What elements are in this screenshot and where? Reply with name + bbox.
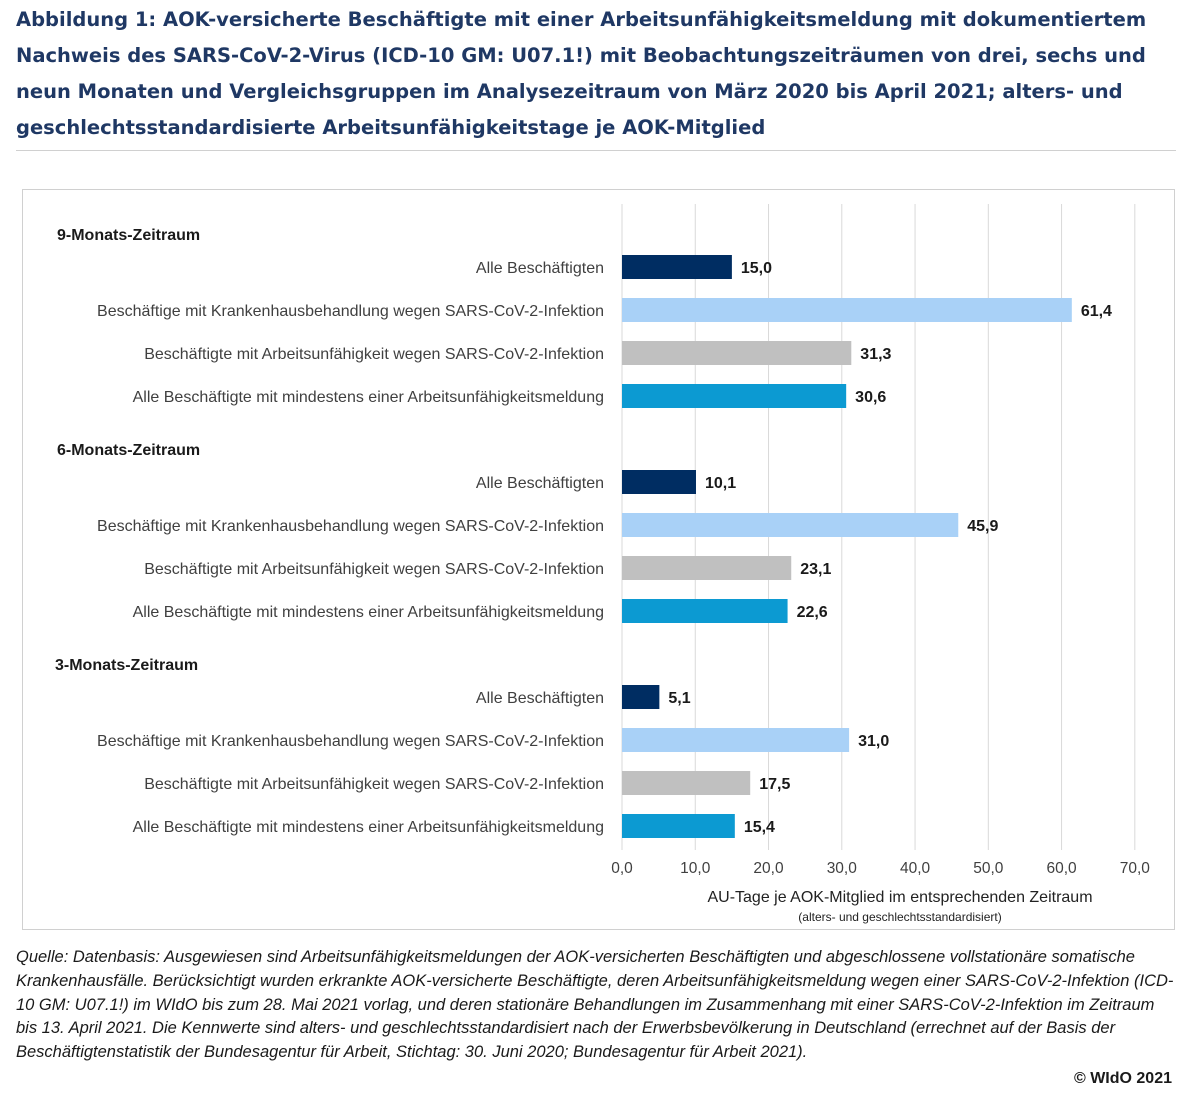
category-label: Alle Beschäftigten xyxy=(476,690,604,707)
x-tick-label: 50,0 xyxy=(973,860,1004,877)
x-axis-subtitle: (alters- und geschlechtsstandardisiert) xyxy=(798,910,1001,924)
x-tick-label: 40,0 xyxy=(900,860,931,877)
x-tick-label: 0,0 xyxy=(611,860,633,877)
bar xyxy=(622,341,852,365)
data-label: 22,6 xyxy=(797,604,828,621)
category-label: Beschäftigte mit Arbeitsunfähigkeit wege… xyxy=(144,346,604,363)
x-tick-label: 10,0 xyxy=(680,860,711,877)
bar xyxy=(622,556,792,580)
x-axis-title: AU-Tage je AOK-Mitglied im entsprechende… xyxy=(707,889,1092,906)
data-label: 15,4 xyxy=(744,819,775,836)
data-label: 23,1 xyxy=(800,561,831,578)
chart-frame: 0,0 10,0 20,0 30,0 40,0 50,0 60,0 70,0 AU-Tage j… xyxy=(22,189,1175,930)
x-tick-label: 20,0 xyxy=(753,860,784,877)
category-label: Beschäftigte mit Arbeitsunfähigkeit wege… xyxy=(144,561,604,578)
bar xyxy=(622,685,660,709)
bar xyxy=(622,771,751,795)
data-label: 17,5 xyxy=(759,776,790,793)
data-label: 45,9 xyxy=(967,518,998,535)
bar xyxy=(622,384,847,408)
group-header: 9-Monats-Zeitraum xyxy=(57,227,200,244)
copyright: © WIdO 2021 xyxy=(1073,1070,1172,1087)
data-label: 61,4 xyxy=(1081,303,1112,320)
bar xyxy=(622,255,732,279)
category-label: Beschäftige mit Krankenhausbehandlung we… xyxy=(97,733,604,750)
category-label: Beschäftige mit Krankenhausbehandlung we… xyxy=(97,518,604,535)
data-label: 30,6 xyxy=(855,389,886,406)
bar xyxy=(622,298,1072,322)
category-label: Alle Beschäftigte mit mindestens einer A… xyxy=(133,389,604,406)
data-label: 5,1 xyxy=(668,690,690,707)
bar xyxy=(622,599,788,623)
title-divider xyxy=(16,150,1176,151)
figure-title: Abbildung 1: AOK-versicherte Beschäftigt… xyxy=(16,8,1147,139)
category-label: Alle Beschäftigte mit mindestens einer A… xyxy=(133,604,604,621)
group-header: 6-Monats-Zeitraum xyxy=(57,442,200,459)
x-tick-label: 30,0 xyxy=(827,860,858,877)
bar-chart: 0,0 10,0 20,0 30,0 40,0 50,0 60,0 70,0 AU-Tage j… xyxy=(55,204,1151,924)
data-label: 15,0 xyxy=(741,260,772,277)
x-tick-label: 60,0 xyxy=(1046,860,1077,877)
category-label: Beschäftigte mit Arbeitsunfähigkeit wege… xyxy=(144,776,604,793)
group-header: 3-Monats-Zeitraum xyxy=(55,657,198,674)
bar xyxy=(622,814,735,838)
category-label: Alle Beschäftigten xyxy=(476,475,604,492)
data-label: 31,0 xyxy=(858,733,889,750)
x-tick-label: 70,0 xyxy=(1120,860,1151,877)
category-label: Alle Beschäftigte mit mindestens einer A… xyxy=(133,819,604,836)
source-note: Quelle: Datenbasis: Ausgewiesen sind Arb… xyxy=(16,948,1174,1062)
bar xyxy=(622,728,850,752)
category-label: Alle Beschäftigten xyxy=(476,260,604,277)
bar xyxy=(622,470,696,494)
data-label: 10,1 xyxy=(705,475,736,492)
data-label: 31,3 xyxy=(860,346,891,363)
bar xyxy=(622,513,959,537)
category-label: Beschäftige mit Krankenhausbehandlung we… xyxy=(97,303,604,320)
